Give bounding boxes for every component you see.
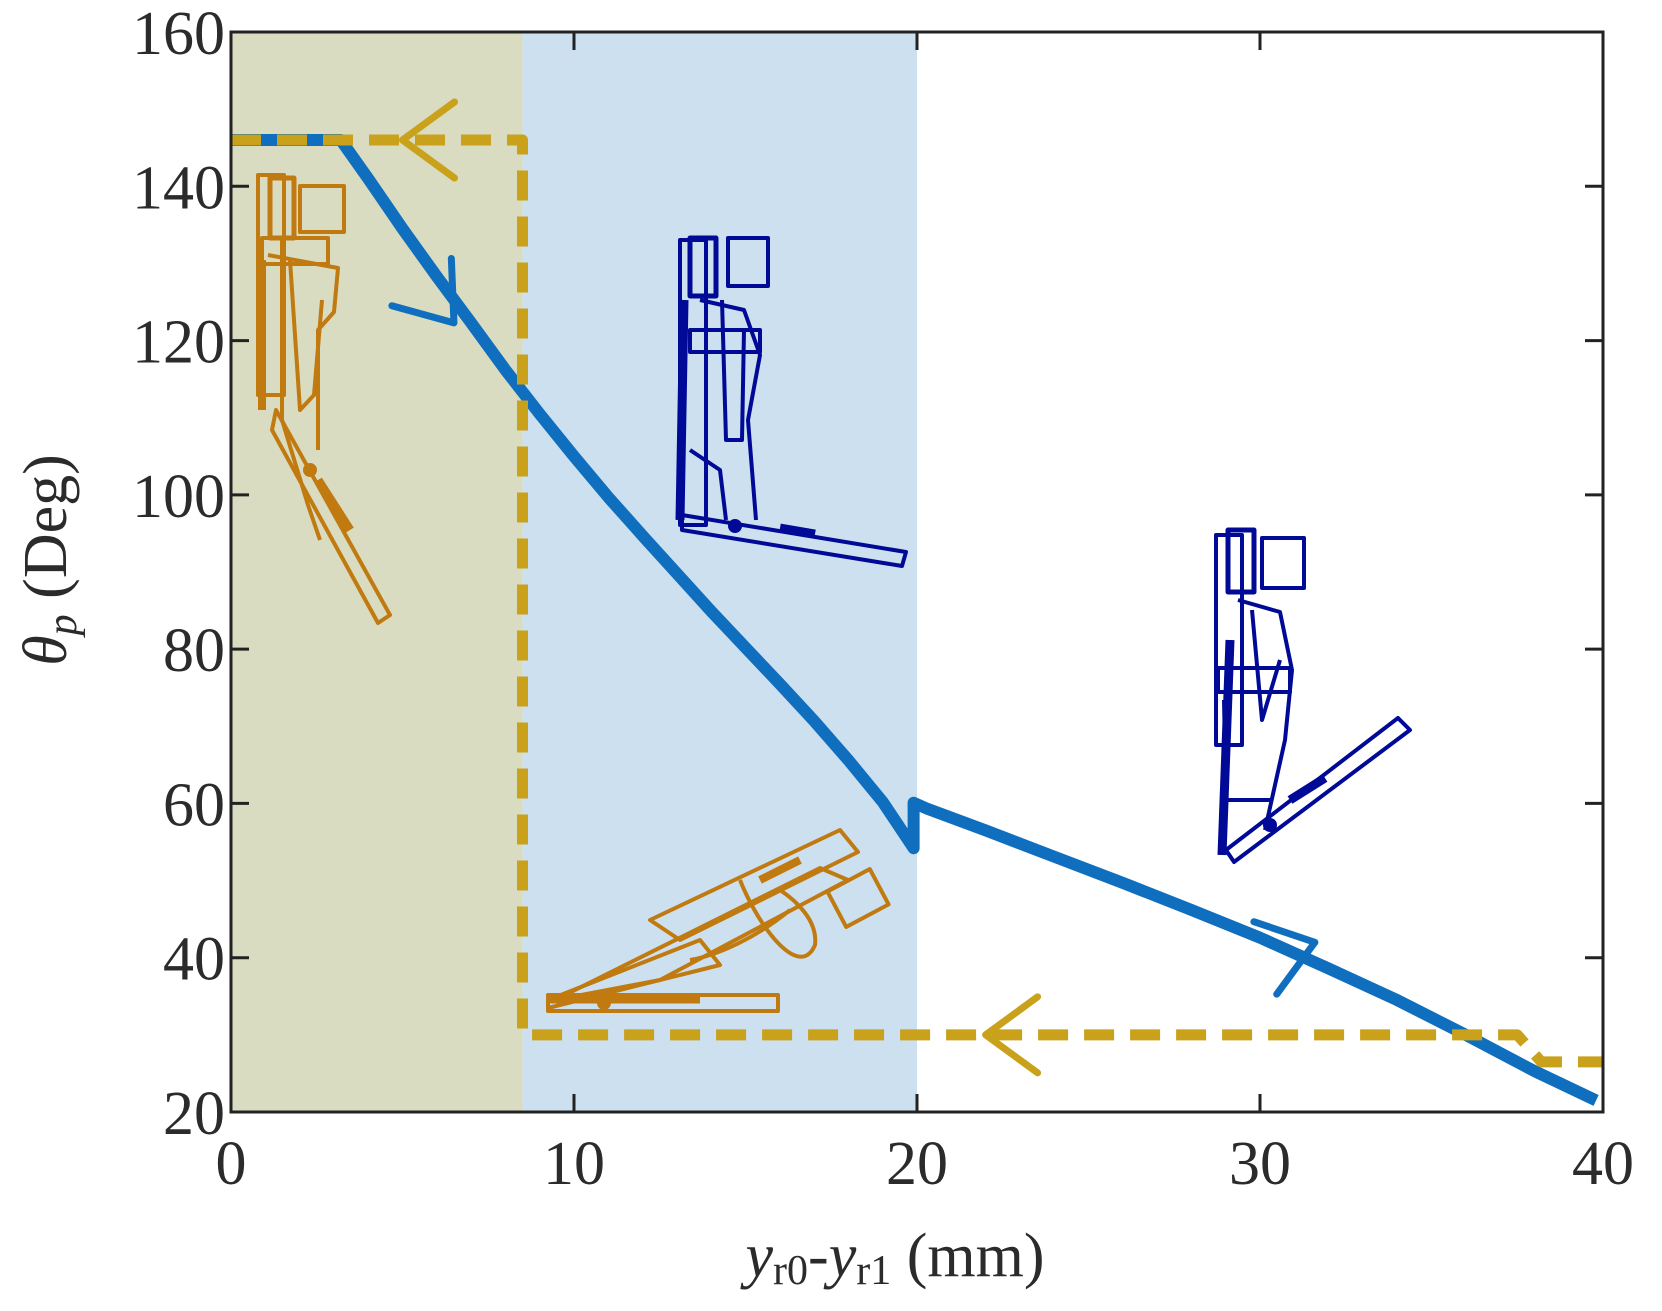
y-tick-label: 60	[163, 771, 225, 839]
x-tick-label: 40	[1572, 1130, 1634, 1198]
y-tick-label: 100	[132, 463, 225, 531]
y-tick-label: 160	[132, 0, 225, 68]
shaded-region-1	[231, 32, 523, 1112]
y-tick-label: 140	[132, 154, 225, 222]
arrow-marker-1	[388, 254, 458, 327]
x-tick-label: 20	[886, 1130, 948, 1198]
y-tick-label: 80	[163, 617, 225, 685]
x-tick-labels: 0 10 20 30 40	[216, 1130, 1635, 1198]
x-axis-label: yr0-yr1 (mm)	[740, 1222, 1045, 1294]
orange-vertical-figure	[256, 173, 392, 625]
axes-frame	[229, 30, 1605, 1114]
shaded-region-2	[522, 32, 917, 1112]
arrow-marker-2	[1250, 918, 1319, 998]
blue-horizontal-figure	[675, 235, 908, 568]
y-tick-label: 120	[132, 309, 225, 377]
arrow-marker-3	[399, 98, 458, 182]
arrow-marker-4	[982, 993, 1042, 1077]
y-axis-label: θp (Deg)	[12, 454, 86, 666]
x-tick-label: 30	[1229, 1130, 1291, 1198]
orange-flat-figure	[546, 828, 891, 1013]
blue-angled-figure	[1214, 527, 1412, 864]
solid-series-line	[231, 134, 1599, 1106]
y-tick-label: 40	[163, 926, 225, 994]
x-tick-label: 10	[543, 1130, 605, 1198]
dashed-series-line	[231, 134, 1603, 1068]
x-tick-label: 0	[216, 1130, 247, 1198]
y-tick-labels: 20 40 60 80 100 120 140 160	[132, 0, 225, 1148]
direction-arrows	[388, 98, 1319, 1077]
series-lines	[231, 134, 1603, 1106]
y-tick-label: 20	[163, 1080, 225, 1148]
shaded-regions	[231, 32, 917, 1112]
